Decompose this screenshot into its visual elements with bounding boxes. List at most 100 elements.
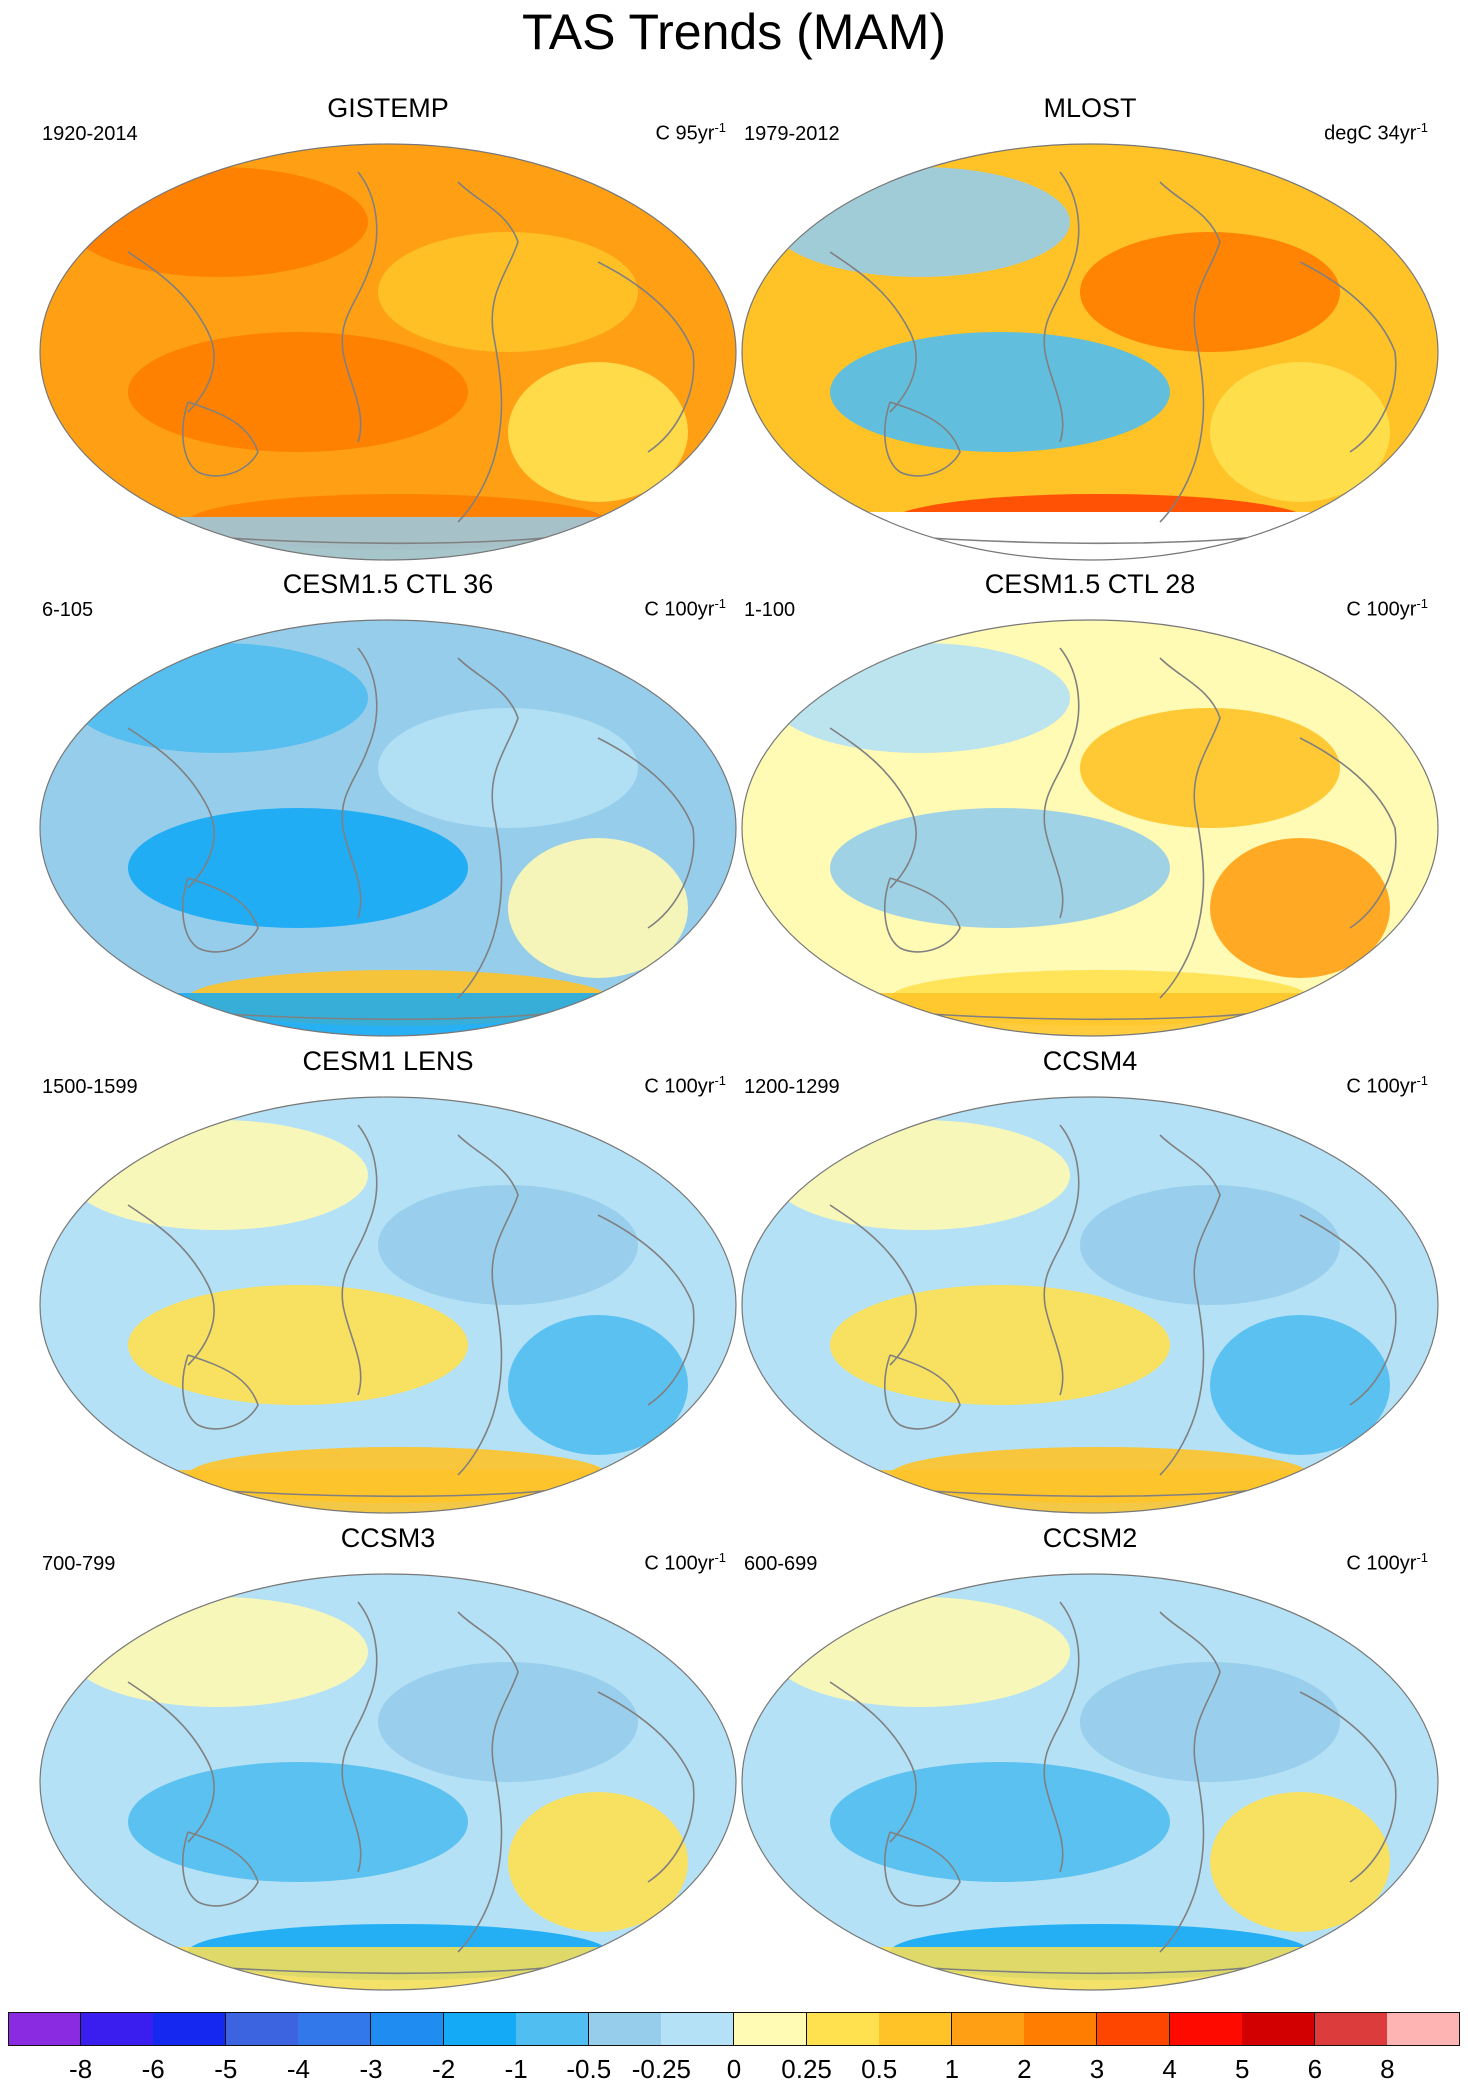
coastline	[457, 1611, 519, 1953]
colorbar-tick-label: -3	[359, 2054, 383, 2084]
panel-unit-label: degC 34yr	[1324, 122, 1417, 145]
panel-title: CESM1.5 CTL 28	[984, 569, 1196, 599]
map-outline	[741, 619, 1439, 1037]
colorbar-tick-label: 0.5	[861, 2054, 898, 2084]
panel-unit-exponent: -1	[1416, 1550, 1428, 1565]
colorbar-box	[8, 2012, 81, 2046]
panel-title: CESM1 LENS	[302, 1046, 474, 1076]
map-outline	[39, 1573, 737, 1991]
colorbar-box	[951, 2012, 1025, 2046]
coastline	[127, 1204, 215, 1366]
colorbar-box	[1097, 2012, 1170, 2046]
colorbar-box	[298, 2012, 372, 2046]
coastline	[597, 261, 695, 453]
panel-title: CCSM2	[1042, 1523, 1138, 1553]
panel-title: MLOST	[1043, 93, 1137, 123]
map-panel-ccsm3: CCSM3 700-799 C 100yr-1	[38, 1522, 738, 1992]
coastline	[457, 657, 519, 999]
coastline	[829, 1681, 917, 1843]
colorbar-tick-label: -0.25	[631, 2054, 692, 2084]
colorbar-box	[371, 2012, 444, 2046]
figure-title: TAS Trends (MAM)	[521, 4, 947, 60]
panel-title: GISTEMP	[327, 93, 449, 123]
robinson-map	[39, 1573, 737, 1991]
colorbar-tick-label: -2	[432, 2054, 456, 2084]
coastline	[457, 181, 519, 523]
panel-period: 600-699	[744, 1553, 818, 1575]
coastline	[884, 1354, 961, 1430]
colorbar-box	[588, 2012, 662, 2046]
antarctic-region	[742, 993, 1438, 1036]
coastline	[1299, 1691, 1397, 1883]
panel-unit-exponent: -1	[1416, 120, 1428, 135]
panel-unit-label: C 95yr	[655, 122, 715, 145]
coastline	[1299, 737, 1397, 929]
trend-region	[128, 808, 468, 928]
trend-region	[378, 1662, 638, 1782]
colorbar-box	[1314, 2012, 1388, 2046]
colorbar-tick-label: 3	[1089, 2054, 1105, 2084]
colorbar-box	[661, 2012, 735, 2046]
robinson-map	[741, 143, 1439, 561]
map-outline	[39, 143, 737, 561]
trend-region	[128, 1762, 468, 1882]
trend-region	[68, 1120, 368, 1230]
panel-unit-exponent: -1	[714, 120, 726, 135]
colorbar-tick-label: -6	[141, 2054, 165, 2084]
robinson-map	[741, 619, 1439, 1037]
trend-region	[508, 362, 688, 502]
coastline	[341, 1124, 378, 1396]
panel-unit-exponent: -1	[714, 1550, 726, 1565]
trend-region	[508, 838, 688, 978]
map-panel-cesm15-ctl28: CESM1.5 CTL 28 1-100 C 100yr-1	[740, 568, 1440, 1038]
robinson-map	[39, 143, 737, 561]
coastline	[1043, 171, 1080, 443]
coastline	[1043, 647, 1080, 919]
colorbar-box	[1169, 2012, 1243, 2046]
trend-region	[1210, 1792, 1390, 1932]
coastline	[1043, 1124, 1080, 1396]
panel-period: 1979-2012	[744, 123, 840, 145]
coastline	[127, 727, 215, 889]
colorbar-tick-label: -4	[286, 2054, 310, 2084]
map-panel-ccsm4: CCSM4 1200-1299 C 100yr-1	[740, 1045, 1440, 1515]
map-panel-mlost: MLOST 1979-2012 degC 34yr-1	[740, 92, 1440, 562]
colorbar-tick-label: -5	[214, 2054, 238, 2084]
map-outline	[39, 1096, 737, 1514]
panel-period: 1200-1299	[744, 1076, 840, 1098]
antarctic-region	[742, 1947, 1438, 1990]
coastline	[884, 877, 961, 953]
panel-unit-label: C 100yr	[644, 598, 715, 621]
antarctic-region	[40, 1947, 736, 1990]
trend-region	[68, 167, 368, 277]
map-panel-gistemp: GISTEMP 1920-2014 C 95yr-1	[38, 92, 738, 562]
colorbar-box	[734, 2012, 807, 2046]
coastline	[457, 1134, 519, 1476]
panel-title: CCSM4	[1042, 1046, 1138, 1076]
map-outline	[741, 143, 1439, 561]
colorbar-box	[516, 2012, 590, 2046]
panel-unit-exponent: -1	[714, 1073, 726, 1088]
panel-unit-label: C 100yr	[1346, 1075, 1417, 1098]
trend-region	[830, 332, 1170, 452]
panel-unit: C 100yr-1	[1346, 1069, 1428, 1099]
colorbar-box	[879, 2012, 953, 2046]
panel-unit-exponent: -1	[1416, 1073, 1428, 1088]
trend-region	[1210, 362, 1390, 502]
colorbar-tick-label: 6	[1307, 2054, 1323, 2084]
panel-period: 6-105	[42, 599, 94, 621]
trend-region	[68, 643, 368, 753]
coastline	[182, 1354, 259, 1430]
trend-region	[508, 1792, 688, 1932]
coastline	[829, 1204, 917, 1366]
panel-unit: C 100yr-1	[1346, 1546, 1428, 1576]
colorbar-box	[153, 2012, 227, 2046]
panel-unit-exponent: -1	[714, 596, 726, 611]
coastline	[597, 737, 695, 929]
map-outline	[741, 1096, 1439, 1514]
panel-unit: C 100yr-1	[644, 592, 726, 622]
panel-unit: C 100yr-1	[644, 1546, 726, 1576]
coastline	[1159, 1611, 1221, 1953]
colorbar-box	[225, 2012, 299, 2046]
trend-region	[508, 1315, 688, 1455]
